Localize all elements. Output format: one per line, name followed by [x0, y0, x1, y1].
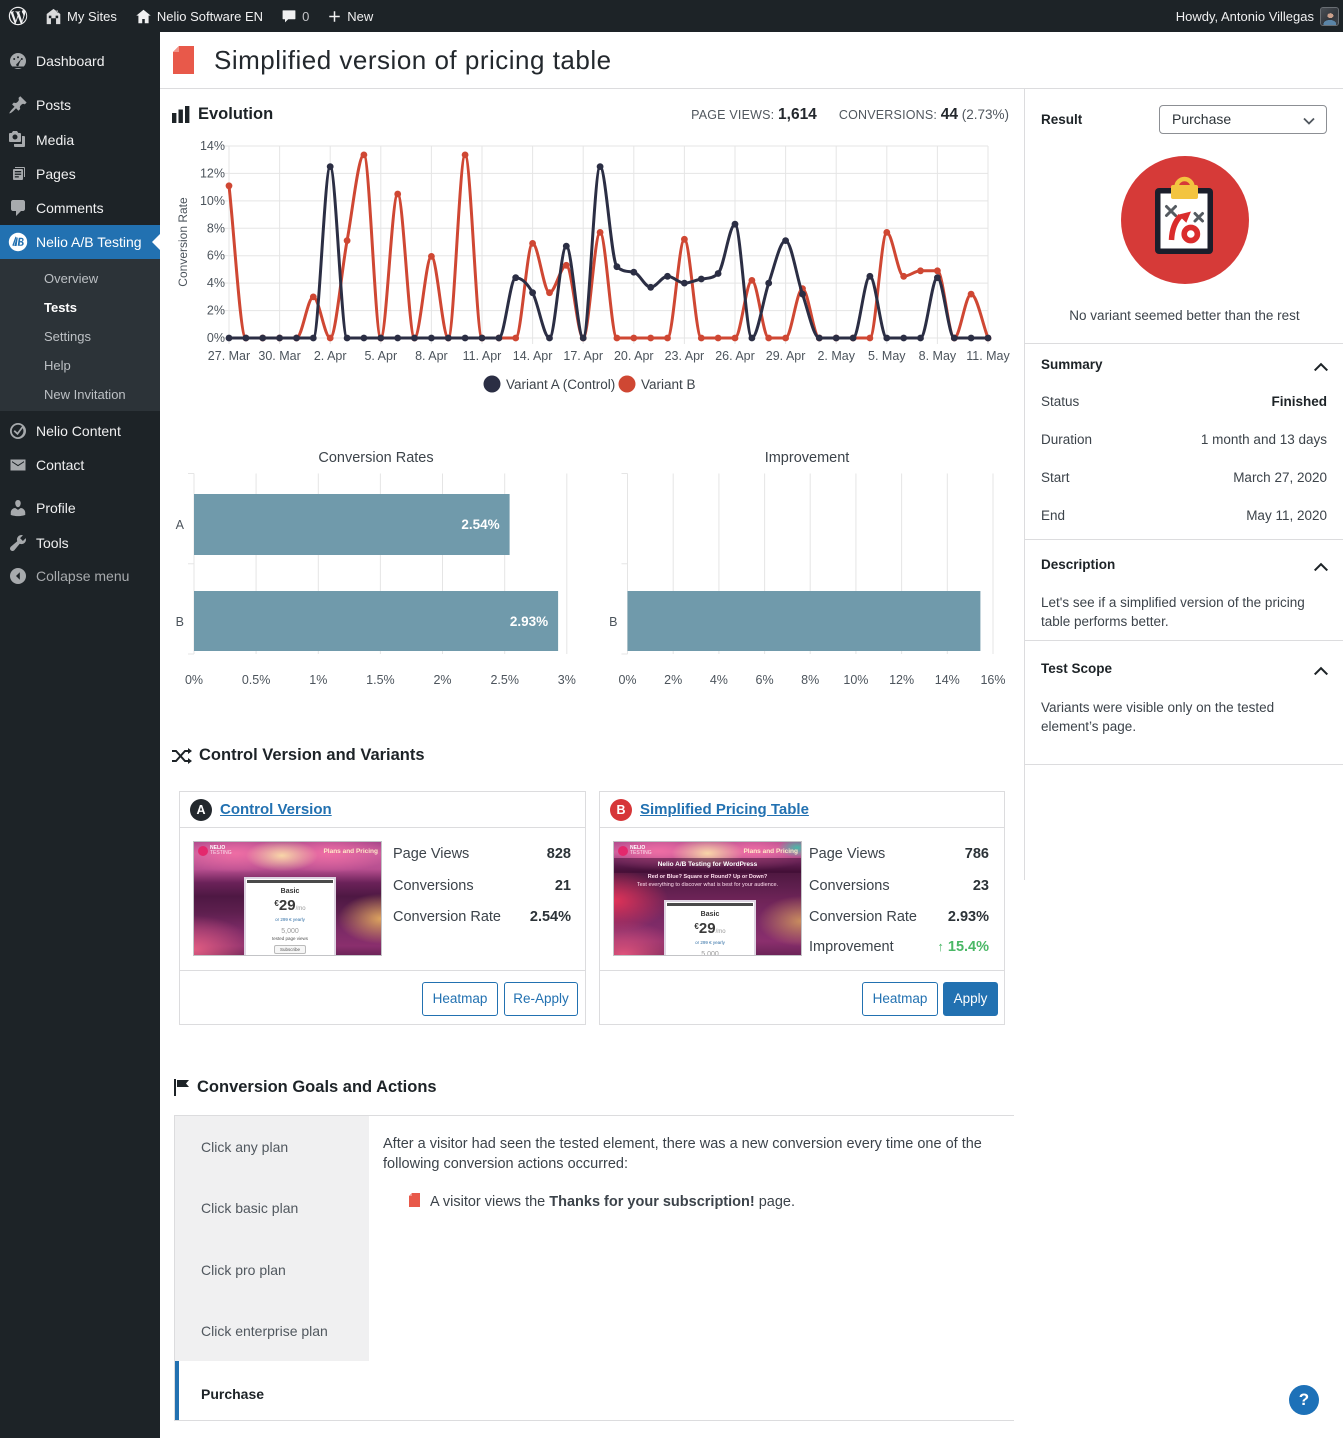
svg-text:20. Apr: 20. Apr	[614, 349, 654, 363]
svg-text:10%: 10%	[200, 194, 225, 208]
svg-text:2%: 2%	[433, 673, 451, 687]
svg-text:6%: 6%	[207, 249, 225, 263]
svg-text:14. Apr: 14. Apr	[513, 349, 553, 363]
svg-text:8. Apr: 8. Apr	[415, 349, 448, 363]
svg-text:2.54%: 2.54%	[461, 517, 499, 532]
svg-text:0%: 0%	[185, 673, 203, 687]
svg-text:11. Apr: 11. Apr	[463, 349, 502, 363]
svg-text:30. Mar: 30. Mar	[258, 349, 300, 363]
svg-text:Improvement: Improvement	[765, 450, 850, 466]
svg-text:2%: 2%	[664, 673, 682, 687]
svg-text:Variant B: Variant B	[641, 377, 696, 392]
svg-text:14%: 14%	[935, 673, 960, 687]
svg-text:26. Apr: 26. Apr	[715, 349, 755, 363]
svg-text:0%: 0%	[207, 331, 225, 345]
svg-text:12%: 12%	[200, 166, 225, 180]
svg-text:0.5%: 0.5%	[242, 673, 271, 687]
svg-text:8%: 8%	[207, 221, 225, 235]
svg-text:23. Apr: 23. Apr	[665, 349, 705, 363]
svg-text:Variant A (Control): Variant A (Control)	[506, 377, 615, 392]
svg-text:2.5%: 2.5%	[490, 673, 519, 687]
svg-text:29. Apr: 29. Apr	[766, 349, 806, 363]
svg-text:6%: 6%	[756, 673, 774, 687]
svg-text:16%: 16%	[980, 673, 1005, 687]
svg-text:B: B	[609, 615, 617, 629]
svg-text:14%: 14%	[200, 139, 225, 153]
svg-text:12%: 12%	[889, 673, 914, 687]
svg-text:4%: 4%	[207, 276, 225, 290]
svg-text:2.93%: 2.93%	[510, 614, 548, 629]
svg-text:A: A	[176, 518, 185, 532]
svg-text:2. May: 2. May	[817, 349, 855, 363]
svg-text:5. Apr: 5. Apr	[364, 349, 397, 363]
svg-text:8. May: 8. May	[919, 349, 957, 363]
svg-text:4%: 4%	[710, 673, 728, 687]
svg-text:17. Apr: 17. Apr	[563, 349, 603, 363]
svg-text:1.5%: 1.5%	[366, 673, 395, 687]
svg-text:8%: 8%	[801, 673, 819, 687]
svg-text:5. May: 5. May	[868, 349, 906, 363]
svg-text:3%: 3%	[558, 673, 576, 687]
svg-text:27. Mar: 27. Mar	[208, 349, 250, 363]
svg-text:Conversion Rate: Conversion Rate	[176, 197, 190, 287]
svg-text:B: B	[176, 615, 184, 629]
svg-text:0%: 0%	[618, 673, 636, 687]
svg-text:2%: 2%	[207, 304, 225, 318]
svg-text:1%: 1%	[309, 673, 327, 687]
svg-text:11. May: 11. May	[966, 349, 1010, 363]
svg-text:10%: 10%	[843, 673, 868, 687]
svg-text:Conversion Rates: Conversion Rates	[318, 450, 433, 466]
svg-text:2. Apr: 2. Apr	[314, 349, 347, 363]
